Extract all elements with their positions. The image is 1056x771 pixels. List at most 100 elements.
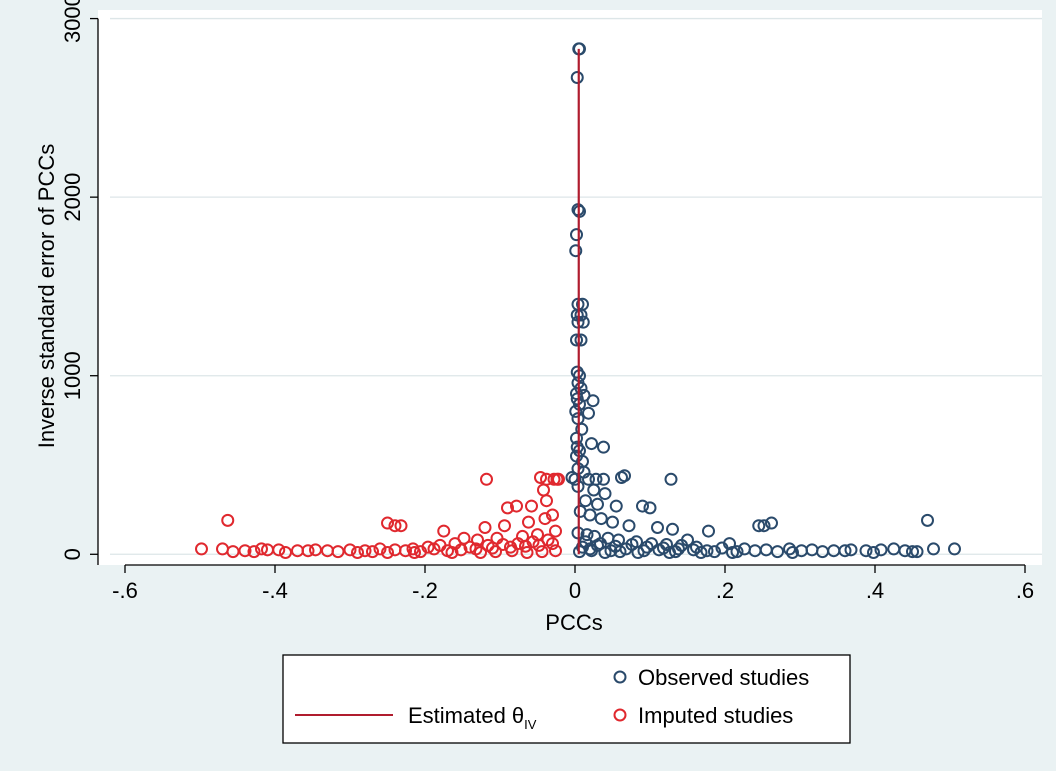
imputed-point (427, 542, 441, 556)
observed-point (681, 533, 694, 547)
observed-point (583, 508, 597, 522)
observed-point (765, 516, 778, 530)
observed-point (582, 406, 595, 420)
observed-point (664, 472, 678, 486)
observed-point (587, 483, 601, 497)
legend-label-estimate: Estimated θIV (408, 703, 537, 732)
observed-point (921, 513, 934, 527)
imputed-point (525, 499, 538, 513)
imputed-point (445, 546, 459, 559)
observed-point (708, 545, 721, 559)
legend-estimate-name: Estimated θ (408, 703, 524, 728)
observed-point (631, 546, 645, 559)
imputed-point (520, 546, 534, 559)
observed-point (786, 546, 799, 559)
scatter-points (195, 42, 961, 559)
imputed-point (366, 545, 379, 559)
imputed-point (195, 542, 208, 556)
observed-point (927, 542, 940, 556)
imputed-point (505, 544, 519, 558)
y-axis-title: Inverse standard error of PCCs (34, 144, 59, 448)
imputed-point (471, 533, 484, 547)
legend-label-observed: Observed studies (638, 665, 809, 690)
observed-point (757, 519, 771, 533)
observed-point (598, 487, 612, 501)
imputed-point (498, 519, 511, 533)
observed-point (874, 543, 888, 557)
observed-point (568, 472, 582, 486)
y-tick-label: 2000 (60, 173, 85, 222)
x-tick-label: .6 (1016, 578, 1034, 603)
imputed-point (501, 501, 514, 515)
observed-point (622, 519, 636, 533)
imputed-point (538, 512, 552, 526)
imputed-point (489, 545, 502, 559)
imputed-point (474, 546, 487, 559)
observed-point (580, 528, 594, 542)
observed-point (613, 545, 627, 559)
observed-point (687, 543, 700, 557)
imputed-point (381, 516, 394, 530)
observed-point (948, 542, 961, 556)
imputed-point (399, 544, 412, 558)
imputed-point (408, 546, 421, 559)
observed-point (906, 545, 919, 559)
observed-point (859, 544, 873, 558)
axes: 0 1000 2000 3000 -.6 -.4 -.2 0 .2 .4 .6 (60, 0, 1034, 603)
imputed-point (478, 521, 492, 534)
imputed-point (550, 472, 564, 486)
imputed-point (535, 545, 549, 559)
imputed-point (309, 543, 322, 557)
imputed-point (540, 494, 553, 508)
imputed-point (481, 538, 495, 552)
x-tick-label: .4 (866, 578, 884, 603)
imputed-point (351, 546, 364, 559)
imputed-point (261, 543, 274, 557)
observed-point (579, 494, 592, 508)
x-tick-label: -.6 (112, 578, 138, 603)
legend: Observed studies Estimated θIV Imputed s… (282, 654, 851, 744)
observed-point (726, 546, 739, 559)
imputed-point (480, 472, 493, 486)
imputed-point (221, 513, 235, 527)
observed-point (597, 440, 610, 454)
observed-point (597, 472, 610, 486)
legend-marker-imputed (613, 708, 627, 722)
observed-point (609, 499, 623, 513)
imputed-point (301, 544, 315, 558)
observed-point (570, 71, 584, 84)
imputed-point (216, 542, 229, 556)
x-axis-title: PCCs (545, 610, 602, 635)
imputed-point (238, 544, 252, 558)
imputed-point (534, 471, 547, 484)
imputed-point (549, 544, 562, 558)
observed-point (867, 546, 880, 559)
imputed-point (373, 542, 387, 556)
observed-point (844, 543, 858, 557)
observed-point (579, 535, 592, 549)
observed-point (669, 545, 682, 559)
observed-point (748, 544, 762, 558)
observed-point (586, 394, 600, 408)
observed-point (651, 521, 664, 534)
imputed-point (255, 542, 268, 556)
observed-point (585, 437, 598, 451)
imputed-point (394, 519, 408, 533)
observed-point (771, 545, 784, 559)
observed-point (570, 228, 583, 242)
observed-point (838, 544, 852, 558)
observed-point (700, 544, 714, 558)
x-tick-label: .2 (716, 578, 734, 603)
imputed-point (463, 540, 477, 554)
observed-point (625, 537, 639, 551)
imputed-point (381, 546, 394, 559)
observed-point (569, 404, 583, 418)
x-tick-label: 0 (569, 578, 581, 603)
observed-point (606, 515, 619, 529)
imputed-point (510, 499, 523, 513)
y-tick-label: 3000 (60, 0, 85, 43)
observed-point (591, 497, 604, 511)
imputed-point (343, 543, 357, 557)
imputed-point (279, 546, 292, 559)
